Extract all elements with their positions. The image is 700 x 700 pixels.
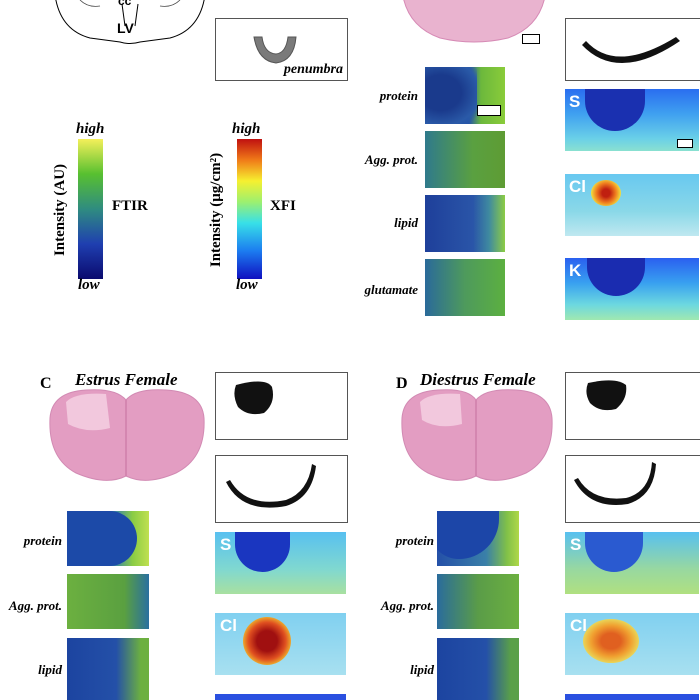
xfi-element-label: S [220,535,232,554]
xfi-s-image-c: S [215,532,346,594]
xfi-s-image-d: S [565,532,699,594]
ftir-row-label: Agg. prot. [364,152,418,167]
ftir-row-label: protein [395,533,434,548]
ftir-colorbar [78,139,103,279]
xfi-element-label: Cl [220,616,237,635]
scale-bar-top [522,34,540,44]
penumbra-mask-shape [226,464,316,508]
xfi-legend-name: XFI [270,198,296,214]
xfi-k-image: K [565,258,699,320]
penumbra-mask-shape [574,462,656,505]
lv-label: LV [117,20,134,36]
xfi-element-label: S [570,535,582,554]
ftir-row-label: lipid [394,215,418,230]
scale-bar-xfi [677,139,693,148]
ftir-agg-protein-image [425,131,505,188]
ftir-row-label: Agg. prot. [8,598,62,613]
xfi-element-label: S [569,92,581,111]
he-brain-section-d [401,389,553,481]
ftir-protein-image-d [437,511,519,566]
mask-box-penumbra-top [565,18,700,81]
panel-title-d: Diestrus Female [420,370,536,389]
ftir-agg-protein-image-c [67,574,149,629]
ftir-row-label: glutamate [364,282,418,297]
core-mask-shape [234,381,273,415]
ftir-row-label: protein [23,533,62,548]
ftir-agg-protein-image-d [437,574,519,629]
panel-letter-d: D [396,375,408,392]
xfi-high-label: high [232,121,261,137]
mask-box-penumbra-c [215,455,348,523]
ftir-axis-label: Intensity (AU) [52,163,68,257]
panel-letter-c: C [40,375,52,392]
cc-label: cc [118,0,132,8]
he-brain-section-c [49,389,205,481]
ftir-row-label: lipid [38,662,62,677]
ftir-row-label: protein [379,88,418,103]
ftir-lipid-image-c [67,638,149,700]
ftir-protein-image [425,67,505,124]
penumbra-mask-shape [582,37,680,64]
mask-box-core-d [565,372,700,440]
mask-box-penumbra-d [565,455,700,523]
ftir-high-label: high [76,121,105,137]
ftir-glutamate-image [425,259,505,316]
ftir-legend-name: FTIR [112,198,148,214]
xfi-k-image-d-partial [565,694,699,700]
scale-bar-ftir [477,105,501,116]
xfi-element-label: K [569,261,582,280]
xfi-k-image-c-partial [215,694,346,700]
ftir-lipid-image [425,195,505,252]
xfi-element-label: Cl [569,177,586,196]
xfi-cl-image-d: Cl [565,613,699,675]
xfi-cl-image: Cl [565,174,699,236]
ftir-lipid-image-d [437,638,519,700]
ftir-low-label: low [78,277,100,293]
xfi-colorbar [237,139,262,279]
mask-box-core-c [215,372,348,440]
penumbra-label: penumbra [283,62,343,77]
penumbra-shape [253,36,297,64]
ftir-row-label: Agg. prot. [380,598,434,613]
xfi-cl-image-c: Cl [215,613,346,675]
core-mask-shape [586,380,627,411]
ftir-protein-image-c [67,511,149,566]
xfi-s-image: S [565,89,699,151]
penumbra-box: penumbra [215,18,348,81]
he-brain-section-top [403,0,545,43]
ftir-row-label: lipid [410,662,434,677]
xfi-low-label: low [236,277,258,293]
panel-title-c: Estrus Female [75,370,178,389]
xfi-axis-label: Intensity (μg/cm²) [208,152,224,268]
xfi-element-label: Cl [570,616,587,635]
brain-outline-diagram [55,0,205,44]
